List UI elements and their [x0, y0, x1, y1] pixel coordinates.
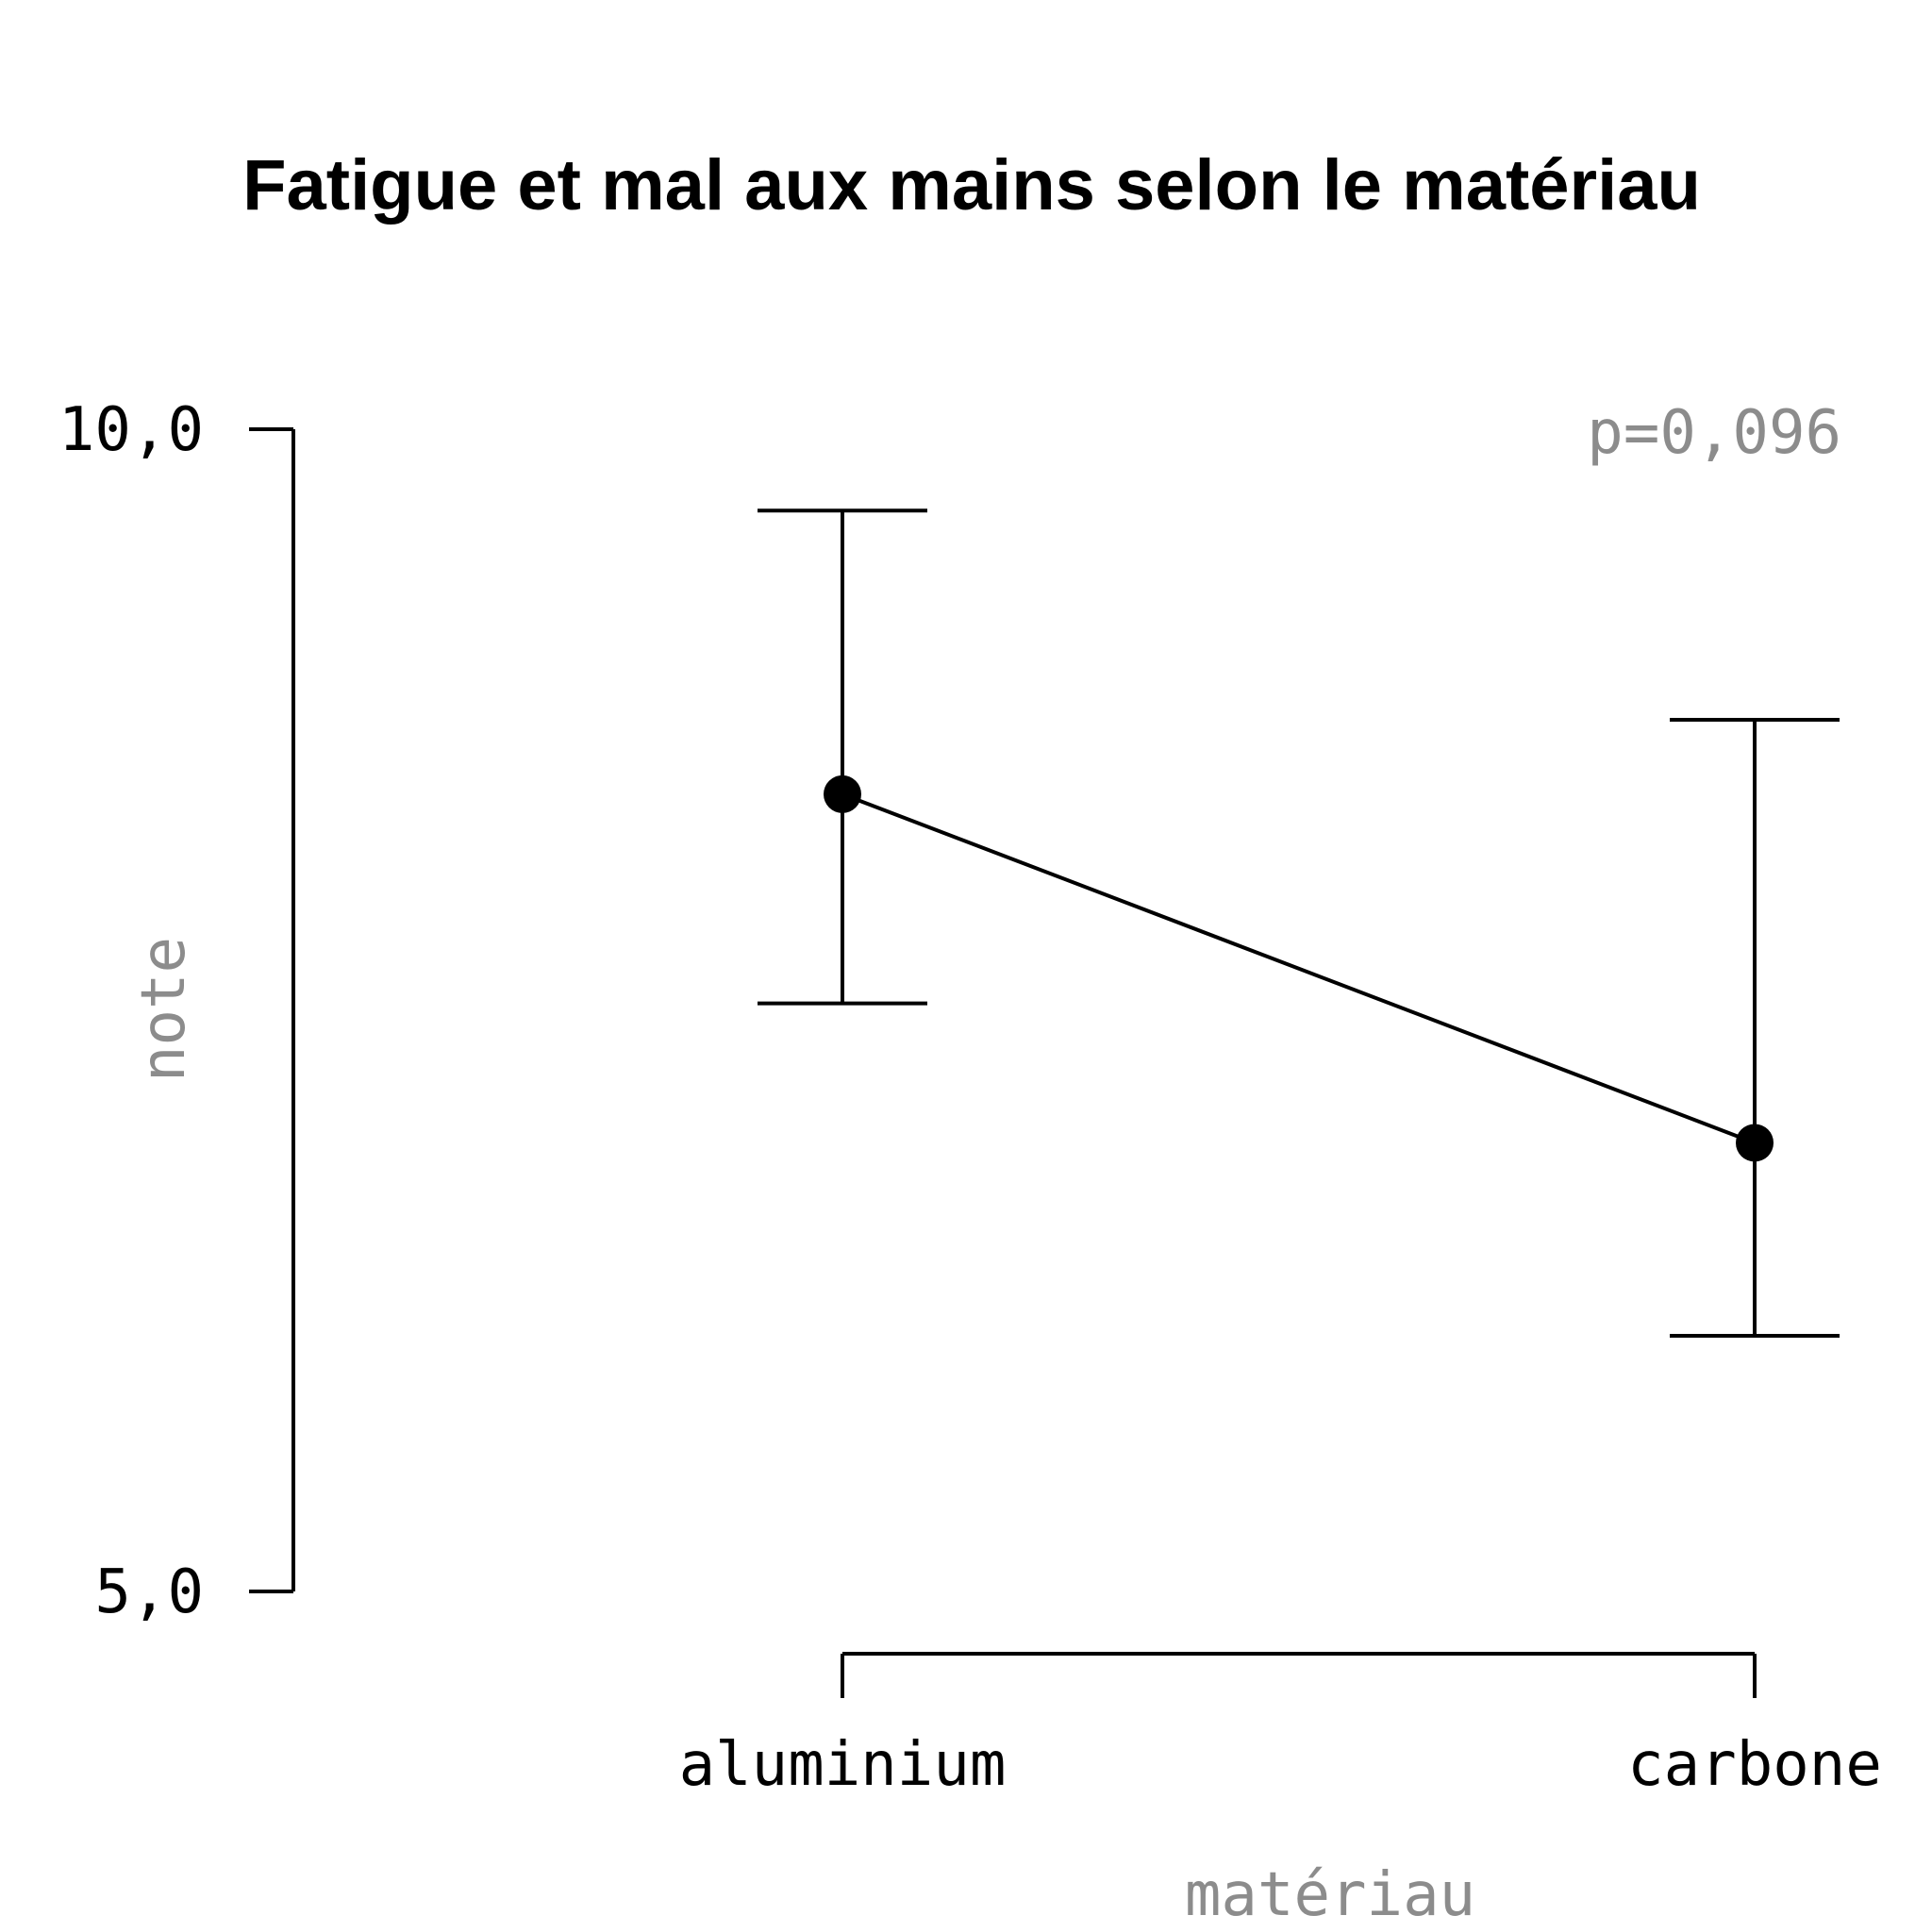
- y-axis: 5,0 10,0: [58, 395, 295, 1627]
- data-point: [1736, 1124, 1774, 1162]
- plot-area: [758, 508, 1840, 1338]
- series-line: [841, 791, 1756, 1145]
- y-axis-label: note: [129, 937, 199, 1082]
- p-value-annotation: p=0,096: [1587, 398, 1841, 468]
- y-tick-label: 5,0: [94, 1557, 204, 1627]
- x-tick-label: aluminium: [679, 1730, 1007, 1800]
- x-axis: aluminium carbone: [679, 1652, 1882, 1800]
- data-point: [824, 774, 861, 813]
- x-tick-label: carbone: [1627, 1730, 1882, 1800]
- y-tick-label: 10,0: [58, 395, 204, 465]
- x-axis-label: matériau: [1185, 1860, 1475, 1930]
- chart-title: Fatigue et mal aux mains selon le matéri…: [242, 145, 1701, 225]
